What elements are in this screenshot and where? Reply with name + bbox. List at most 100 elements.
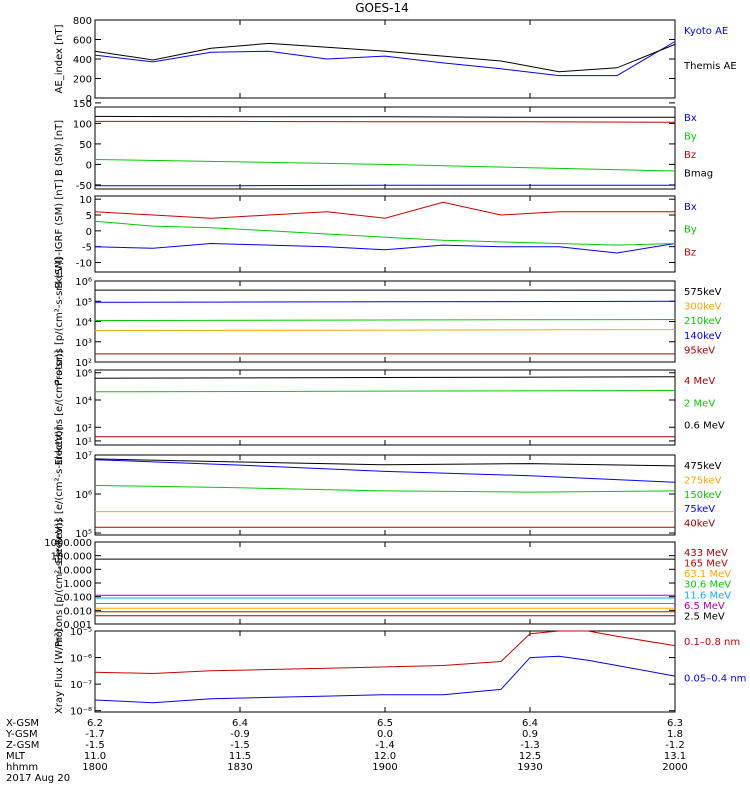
legend-label: 2.5 MeV xyxy=(684,611,725,622)
y-tick-label: 10³ xyxy=(75,338,92,349)
panel-7: 1000.000 100.000 10.000 1.000 0.100 0.010 0.00… xyxy=(44,519,731,647)
legend-label: Kyoto AE xyxy=(684,26,728,37)
legend-label: 475keV xyxy=(684,461,722,472)
panel-frame xyxy=(94,106,676,190)
legend-label: 0.6 MeV xyxy=(684,421,725,432)
y-tick-label: 0.001 xyxy=(63,620,92,631)
y-tick-label: -10 xyxy=(76,259,92,270)
y-axis-label: AE_index [nT] xyxy=(54,24,65,93)
axis-row-value: -1.5 xyxy=(85,740,105,751)
y-axis-label: Protons [p/(cm²-s-sr-keV)] xyxy=(54,257,65,385)
y-tick-label: 10² xyxy=(75,423,92,434)
legend-label: 0.05–0.4 nm xyxy=(684,674,746,685)
panel-frame xyxy=(94,454,676,536)
axis-row-value: 1830 xyxy=(227,762,252,773)
y-tick-label: 5 xyxy=(86,211,92,222)
series-line xyxy=(94,242,676,254)
axis-row-label: Z-GSM xyxy=(6,740,39,751)
axis-row-value: 11.0 xyxy=(84,751,106,762)
panel-1: 800 600 400 200 0 AE_index [nT] Kyoto AE Themis… xyxy=(54,16,737,105)
axis-row-value: -1.7 xyxy=(85,729,105,740)
axis-row-value: 1800 xyxy=(82,762,107,773)
panel-6: 10⁷ 10⁶ 10⁵ Electrons [e/(cm²-s-sr-keV)] 475… xyxy=(54,426,722,563)
legend-label: 63.1 MeV xyxy=(684,569,731,580)
time-axis-labels: X-GSM 6.2 6.4 6.5 6.4 6.3 Y-GSM -1.7 -0.9 0.0 0.9 1… xyxy=(5,718,688,784)
y-tick-label: 10⁷ xyxy=(75,451,92,462)
series-line xyxy=(94,115,675,118)
y-tick-label: 200 xyxy=(73,75,92,86)
legend-label: 40keV xyxy=(684,519,715,530)
panel-frame xyxy=(94,630,676,713)
y-tick-label: 0.100 xyxy=(63,593,92,604)
axis-row-value: 13.1 xyxy=(664,751,686,762)
panel-2: 150 100 50 0 -50 B (SM) [nT] Bx By Bz Bmag xyxy=(54,99,713,192)
y-tick-label: 800 xyxy=(73,16,92,27)
legend-label: Bz xyxy=(684,150,696,161)
y-tick-label: 10⁻⁸ xyxy=(70,707,92,718)
y-tick-label: 400 xyxy=(73,55,92,66)
axis-row-value: -1.4 xyxy=(375,740,395,751)
plot-title: GOES-14 xyxy=(355,1,409,15)
y-tick-label: -50 xyxy=(76,181,92,192)
y-tick-label: 1000.000 xyxy=(44,538,92,549)
y-tick-label: 10⁶ xyxy=(75,277,92,288)
legend-label: 210keV xyxy=(684,316,722,327)
axis-row-label: Y-GSM xyxy=(5,729,38,740)
legend-label: 11.6 MeV xyxy=(684,590,731,601)
y-tick-label: 100.000 xyxy=(51,552,92,563)
axis-row-value: 1.8 xyxy=(667,729,683,740)
legend-label: Themis AE xyxy=(683,61,737,72)
legend-label: 6.5 MeV xyxy=(684,601,725,612)
legend-label: Bmag xyxy=(684,169,713,180)
legend-label: Bx xyxy=(684,202,697,213)
y-tick-label: 10.000 xyxy=(57,565,92,576)
legend-label: 575keV xyxy=(684,287,722,298)
y-tick-label: 10⁴ xyxy=(75,396,92,407)
series-line xyxy=(94,300,676,303)
panels-group: 800 600 400 200 0 AE_index [nT] Kyoto AE Themis… xyxy=(44,16,746,718)
series-line xyxy=(94,630,676,675)
y-tick-label: 10⁻⁷ xyxy=(70,680,92,691)
y-tick-label: 10⁶ xyxy=(75,369,92,380)
series-line xyxy=(94,484,676,493)
axis-row-value: 1900 xyxy=(372,762,397,773)
y-axis-label: Electrons [e/(cm²-s-sr-keV)] xyxy=(54,426,65,563)
legend-label: 75keV xyxy=(684,504,715,515)
y-tick-label: 1.000 xyxy=(63,579,92,590)
date-label: 2017 Aug 20 xyxy=(6,773,70,784)
series-line xyxy=(94,319,676,321)
legend-label: 275keV xyxy=(684,475,722,486)
panel-frame xyxy=(94,369,676,446)
panel-frame xyxy=(94,195,676,273)
series-line xyxy=(94,655,676,704)
legend-label: 2 MeV xyxy=(684,398,715,409)
y-tick-label: 0 xyxy=(86,227,92,238)
series-line xyxy=(94,41,676,77)
legend-label: Bz xyxy=(684,247,696,258)
series-line xyxy=(95,120,676,123)
series-line xyxy=(94,376,676,379)
legend-label: 150keV xyxy=(684,490,722,501)
y-tick-label: 0 xyxy=(86,160,92,171)
y-axis-label: B (SM) [nT] xyxy=(54,120,65,176)
axis-row-value: 1930 xyxy=(517,762,542,773)
y-tick-label: 10⁻⁵ xyxy=(70,627,92,638)
y-tick-label: 600 xyxy=(73,36,92,47)
legend-label: 0.1–0.8 nm xyxy=(684,637,740,648)
panel-frame xyxy=(94,280,676,363)
y-tick-label: 10⁴ xyxy=(75,318,92,329)
axis-row-value: -1.3 xyxy=(520,740,540,751)
axis-row-value: 2000 xyxy=(662,762,687,773)
y-tick-label: 100 xyxy=(73,119,92,130)
panel-frame xyxy=(94,19,676,99)
panel-8: 10⁻⁵ 10⁻⁶ 10⁻⁷ 10⁻⁸ Xray Flux [W/m²] 0.1–0.8 … xyxy=(54,627,746,718)
legend-label: 165 MeV xyxy=(684,559,728,570)
axis-row-value: 6.5 xyxy=(377,718,393,729)
legend-label: 30.6 MeV xyxy=(684,580,731,591)
axis-row-value: 0.0 xyxy=(377,729,393,740)
y-tick-label: 50 xyxy=(79,140,92,151)
y-axis-label: Protons [p/(cm²-s-sr-keV)] xyxy=(54,519,65,647)
y-tick-label: 0.010 xyxy=(63,606,92,617)
series-line xyxy=(94,201,675,219)
y-tick-label: 10¹ xyxy=(75,437,92,448)
